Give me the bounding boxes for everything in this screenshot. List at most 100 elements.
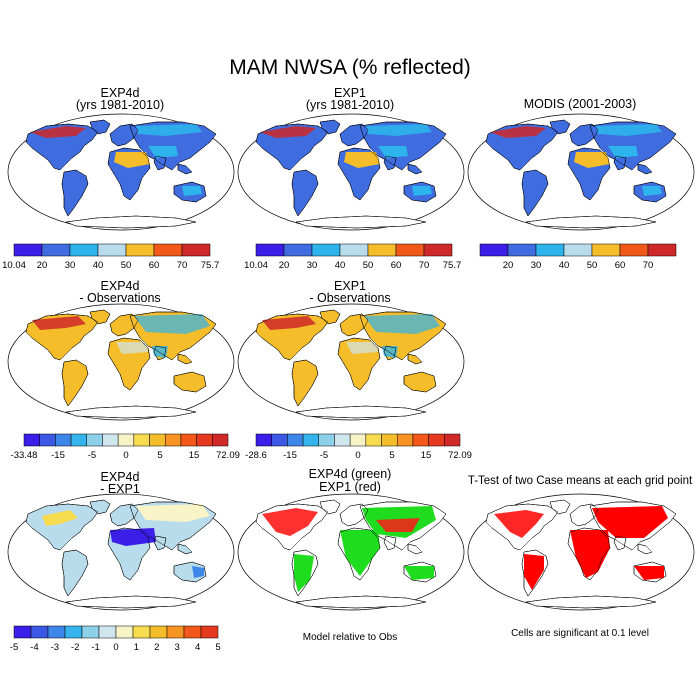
panel-title-line2: EXP1 (red) xyxy=(319,480,381,494)
colorbar-swatch xyxy=(255,243,285,257)
colorbar-swatch xyxy=(98,625,117,639)
colorbar-swatch xyxy=(311,243,341,257)
colorbar-exp4d-obs: -33.48 -15 -5 0 5 15 72.09 xyxy=(11,433,248,462)
colorbar-swatch xyxy=(479,243,509,257)
colorbar-swatch xyxy=(117,433,135,447)
colorbar-swatch xyxy=(183,625,202,639)
colorbar-tick-label: 0 xyxy=(355,450,360,461)
map-exp4d-exp1 xyxy=(7,493,235,611)
panel-title-line1: EXP4d xyxy=(100,470,140,484)
panel-note: Cells are significant at 0.1 level xyxy=(511,628,649,639)
colorbar-swatch xyxy=(180,433,197,447)
colorbar-tick-label: 60 xyxy=(149,260,160,271)
map-ttest xyxy=(467,493,695,611)
colorbar-tick-label: 4 xyxy=(195,642,200,653)
colorbar-tick-label: 5 xyxy=(389,450,394,461)
colorbar-tick-label: -15 xyxy=(283,450,297,461)
colorbar-tick-label: 20 xyxy=(37,260,48,271)
colorbar-tick-label: 50 xyxy=(587,260,598,271)
map-exp1-obs xyxy=(237,303,465,421)
colorbar-swatch xyxy=(271,433,288,447)
colorbar-swatch xyxy=(149,433,166,447)
colorbar-tick-label: 1 xyxy=(134,642,139,653)
colorbar-swatch xyxy=(396,433,414,447)
colorbar-swatch xyxy=(69,243,99,257)
colorbar-tick-label: 70 xyxy=(419,260,430,271)
colorbar-exp4d-exp1: -5 -4 -3 -2 -1 0 1 2 3 4 5 xyxy=(10,625,238,654)
panel-title-line2: (yrs 1981-2010) xyxy=(305,98,395,112)
colorbar-swatch xyxy=(283,243,313,257)
panel-title-line2: - Observations xyxy=(309,291,391,305)
colorbar-tick-label: -33.48 xyxy=(11,450,38,461)
colorbar-tick-label: 0 xyxy=(113,642,118,653)
colorbar-swatch xyxy=(23,433,40,447)
colorbar-tick-label: 3 xyxy=(175,642,180,653)
panel-title-line2: - Observations xyxy=(79,291,161,305)
panel-title-line1: EXP1 xyxy=(334,86,366,100)
colorbar-swatch xyxy=(334,433,351,447)
colorbar-swatch xyxy=(395,243,425,257)
colorbar-swatch xyxy=(41,243,71,257)
colorbar-swatch xyxy=(115,625,134,639)
colorbar-swatch xyxy=(86,433,103,447)
colorbar-swatch xyxy=(64,625,83,639)
colorbar-tick-label: 20 xyxy=(503,260,514,271)
colorbar-tick-label: 20 xyxy=(279,260,290,271)
colorbar-tick-label: 10.04 xyxy=(244,260,268,271)
colorbar-swatch xyxy=(30,625,49,639)
colorbar-swatch xyxy=(412,433,429,447)
colorbar-swatch xyxy=(619,243,649,257)
colorbar-swatch xyxy=(428,433,445,447)
colorbar-swatch xyxy=(13,243,43,257)
colorbar-swatch xyxy=(563,243,593,257)
colorbar-swatch xyxy=(125,243,155,257)
colorbar-tick-label: 5 xyxy=(215,642,220,653)
colorbar-swatch xyxy=(196,433,213,447)
map-exp4d xyxy=(7,113,235,231)
colorbar-tick-label: 72.09 xyxy=(216,450,240,461)
colorbar-swatch xyxy=(381,433,398,447)
colorbar-tick-label: -4 xyxy=(30,642,38,653)
colorbar-tick-label: 75.7 xyxy=(201,260,220,271)
colorbar-swatch xyxy=(132,625,151,639)
colorbar-swatch xyxy=(39,433,56,447)
colorbar-swatch xyxy=(70,433,88,447)
colorbar-swatch xyxy=(339,243,369,257)
colorbar-swatch xyxy=(591,243,621,257)
colorbar-swatch xyxy=(149,625,168,639)
colorbar-swatch xyxy=(102,433,119,447)
colorbar-tick-label: 0 xyxy=(123,450,128,461)
colorbar-swatch xyxy=(200,625,219,639)
colorbar-tick-label: 70 xyxy=(177,260,188,271)
colorbar-exp1-obs: -28.6 -15 -5 0 5 15 72.09 xyxy=(245,433,480,462)
colorbar-tick-label: -28.6 xyxy=(245,450,267,461)
colorbar-swatch xyxy=(535,243,565,257)
panel-title-line1: EXP4d xyxy=(100,86,140,100)
colorbar-tick-label: -5 xyxy=(10,642,18,653)
colorbar-swatch xyxy=(255,433,272,447)
colorbar-tick-label: 40 xyxy=(93,260,104,271)
colorbar-tick-label: 72.09 xyxy=(448,450,472,461)
panel-title-line1: EXP1 xyxy=(334,279,366,293)
panel-title-line1: EXP4d (green) xyxy=(308,467,392,481)
colorbar-swatch xyxy=(507,243,537,257)
colorbar-swatch xyxy=(97,243,127,257)
colorbar-swatch xyxy=(133,433,150,447)
colorbar-swatch xyxy=(318,433,335,447)
colorbar-swatch xyxy=(47,625,66,639)
map-exp1 xyxy=(237,113,465,231)
colorbar-swatch xyxy=(55,433,72,447)
colorbar-tick-label: -5 xyxy=(320,450,328,461)
colorbar-tick-label: 5 xyxy=(157,450,162,461)
colorbar-modis: 20 30 40 50 60 70 xyxy=(479,243,696,272)
colorbar-swatch xyxy=(153,243,183,257)
colorbar-tick-label: 30 xyxy=(65,260,76,271)
panel-title-line1: EXP4d xyxy=(100,279,140,293)
colorbar-tick-label: 70 xyxy=(643,260,654,271)
colorbar-swatch xyxy=(212,433,229,447)
colorbar-swatch xyxy=(181,243,211,257)
colorbar-tick-label: -5 xyxy=(88,450,96,461)
map-exp4d-obs xyxy=(7,303,235,421)
panel-title-line1: MODIS (2001-2003) xyxy=(523,97,637,111)
colorbar-tick-label: 40 xyxy=(335,260,346,271)
